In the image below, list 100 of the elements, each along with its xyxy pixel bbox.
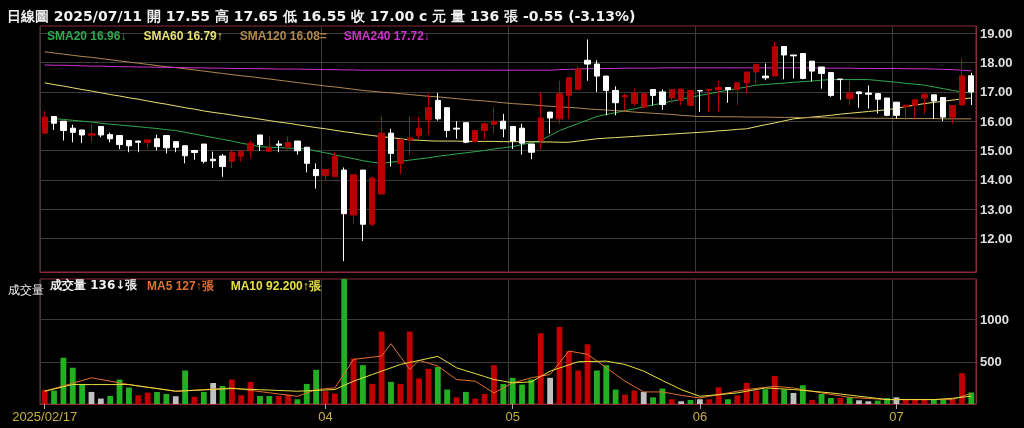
- candlestick: [846, 80, 853, 106]
- candlestick: [687, 89, 694, 107]
- bar: [809, 399, 816, 404]
- bar: [378, 331, 385, 404]
- bar: [622, 394, 628, 404]
- bar: [397, 383, 404, 404]
- candlestick: [116, 135, 123, 150]
- candlestick: [285, 135, 291, 151]
- bar: [163, 393, 170, 404]
- bar: [594, 370, 600, 404]
- y-tick-label: 1000: [980, 312, 1009, 328]
- candlestick: [744, 71, 750, 95]
- candlestick: [332, 151, 338, 178]
- candlestick: [959, 57, 965, 106]
- line-series: [44, 355, 972, 401]
- candlestick: [425, 93, 432, 136]
- bar: [481, 393, 488, 404]
- text: SMA120 16.08=: [239, 29, 327, 43]
- candlestick: [79, 129, 85, 144]
- bar: [640, 391, 647, 404]
- bar: [959, 373, 965, 404]
- candlestick: [313, 162, 319, 190]
- bar: [135, 395, 142, 404]
- bar: [406, 331, 413, 404]
- candlestick: [107, 132, 113, 143]
- candlestick: [622, 93, 628, 111]
- bar: [144, 392, 151, 404]
- bar: [228, 379, 235, 404]
- candlestick: [968, 72, 974, 106]
- candlestick: [304, 146, 310, 173]
- candlestick: [706, 88, 712, 113]
- bar: [172, 396, 179, 404]
- y-tick-label: 18.00: [980, 55, 1013, 71]
- candlestick: [247, 140, 254, 159]
- bar: [247, 381, 254, 404]
- bar: [509, 377, 516, 404]
- bar: [294, 399, 301, 404]
- candlestick: [210, 151, 216, 169]
- candlestick: [98, 125, 104, 138]
- candlestick: [154, 134, 160, 151]
- candlestick: [594, 59, 600, 93]
- candlestick: [762, 62, 769, 81]
- candlestick: [875, 93, 881, 115]
- candlestick: [388, 128, 394, 168]
- bar: [360, 365, 366, 404]
- bar: [275, 395, 282, 404]
- candlestick: [921, 91, 928, 115]
- bar: [856, 400, 862, 404]
- bar: [285, 394, 291, 404]
- bar: [369, 383, 376, 404]
- candlestick: [481, 121, 488, 140]
- candlestick: [276, 140, 282, 153]
- bar: [472, 398, 479, 404]
- candlestick: [547, 111, 553, 135]
- candlestick: [378, 115, 385, 195]
- y-tick-label: 14.00: [980, 172, 1013, 188]
- candlestick: [678, 88, 684, 106]
- bar: [753, 390, 759, 404]
- bar: [781, 389, 788, 404]
- bar: [668, 399, 675, 404]
- x-tick-label: 05: [505, 409, 520, 424]
- bar: [257, 395, 263, 404]
- candlestick: [584, 38, 591, 82]
- candlestick: [940, 96, 946, 122]
- candlestick: [800, 53, 806, 80]
- bar: [154, 391, 160, 404]
- candlestick: [790, 54, 797, 79]
- candlestick: [893, 101, 900, 120]
- candlestick: [257, 134, 263, 152]
- candlestick: [463, 122, 469, 144]
- bar: [631, 390, 638, 404]
- text: MA10 92.200↑張: [230, 279, 322, 293]
- candlestick: [538, 92, 544, 151]
- y-tick-label: 15.00: [980, 142, 1013, 158]
- candlestick: [144, 138, 151, 150]
- candlestick: [566, 77, 572, 120]
- bar: [266, 395, 273, 404]
- candlestick: [369, 176, 375, 228]
- bar: [650, 397, 656, 404]
- candlestick: [88, 123, 95, 143]
- bar: [434, 367, 441, 404]
- bar: [60, 357, 67, 404]
- candlestick: [603, 75, 609, 116]
- bar: [565, 351, 572, 404]
- candlestick: [856, 91, 862, 109]
- text: SMA60 16.79↑: [143, 29, 223, 43]
- bar: [69, 367, 76, 404]
- bar: [416, 378, 422, 404]
- x-tick-label: 07: [889, 409, 904, 424]
- candlestick: [70, 124, 76, 143]
- y-tick-label: 19.00: [980, 25, 1013, 41]
- bar: [388, 381, 394, 404]
- candlestick: [350, 174, 357, 225]
- candlestick: [912, 99, 918, 120]
- candlestick: [42, 110, 48, 135]
- y-tick-label: 500: [980, 354, 1002, 370]
- y-tick-label: 13.00: [980, 201, 1013, 217]
- candlestick: [407, 115, 413, 156]
- bar: [837, 398, 844, 404]
- bar: [51, 390, 57, 404]
